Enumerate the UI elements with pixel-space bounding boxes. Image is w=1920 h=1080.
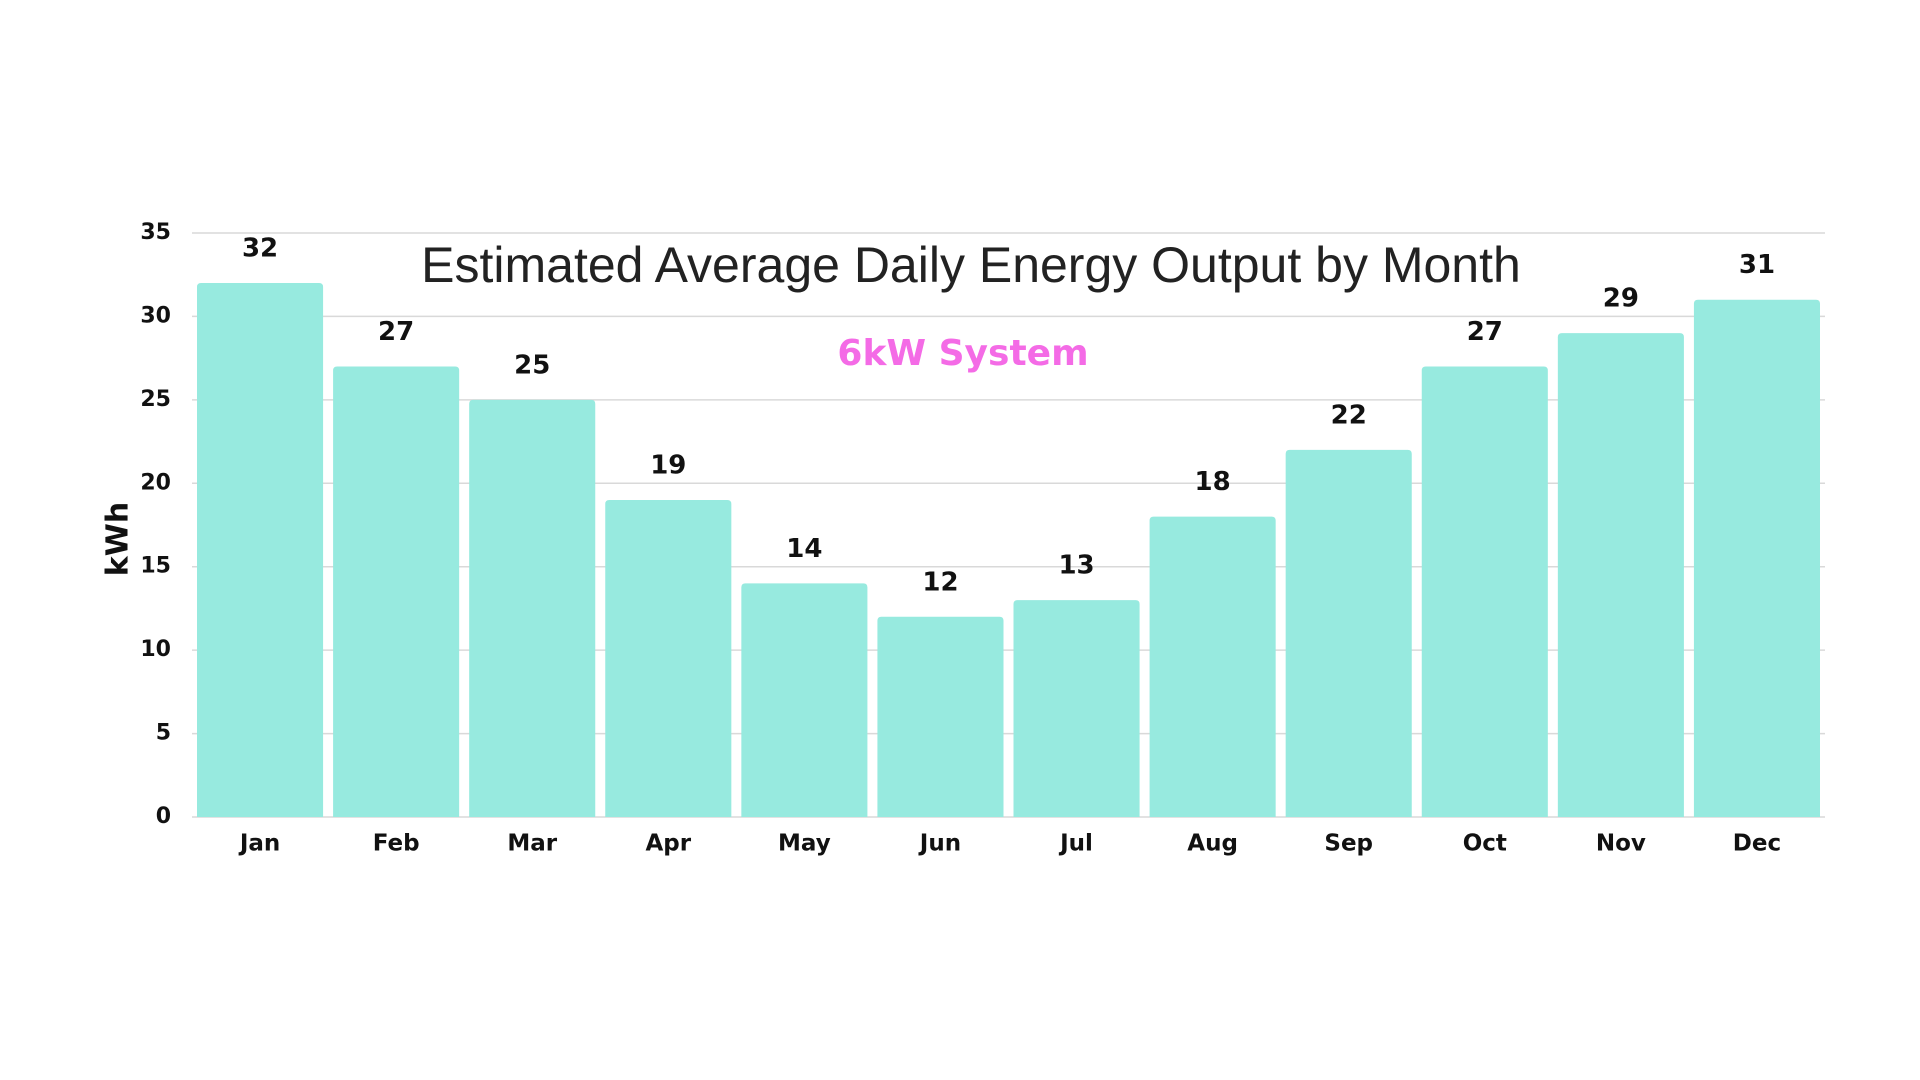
x-tick-label: Aug — [1187, 831, 1238, 857]
bar — [605, 499, 732, 817]
value-label: 32 — [242, 234, 278, 264]
value-label: 25 — [514, 350, 550, 380]
value-label: 13 — [1058, 551, 1094, 581]
bar — [741, 583, 868, 817]
bar — [877, 616, 1004, 817]
bar — [469, 399, 596, 817]
y-tick-label: 35 — [140, 220, 171, 245]
y-tick-label: 30 — [140, 303, 171, 328]
y-tick-label: 15 — [140, 554, 171, 579]
bar — [1693, 299, 1820, 817]
value-label: 18 — [1195, 467, 1231, 497]
bar — [1285, 449, 1412, 817]
y-tick-label: 5 — [156, 721, 171, 746]
y-tick-label: 10 — [140, 637, 171, 662]
value-label: 14 — [786, 534, 822, 564]
value-label: 27 — [378, 317, 414, 347]
value-label: 12 — [922, 567, 958, 597]
bar — [197, 283, 324, 817]
bar — [1013, 600, 1140, 817]
y-tick-label: 20 — [140, 470, 171, 495]
value-label: 29 — [1603, 284, 1639, 314]
x-tick-label: Sep — [1324, 831, 1373, 857]
x-tick-label: Feb — [373, 831, 420, 857]
x-tick-label: Dec — [1733, 831, 1781, 857]
chart-subtitle: 6kW System — [837, 333, 1088, 374]
x-tick-label: Jun — [918, 831, 961, 857]
bar — [1557, 333, 1684, 817]
x-tick-label: Jan — [238, 831, 280, 857]
x-tick-label: Apr — [645, 831, 691, 857]
x-tick-label: Nov — [1596, 831, 1646, 857]
y-axis-label: kWh — [101, 502, 136, 576]
x-tick-label: Oct — [1463, 831, 1507, 857]
bar — [1149, 516, 1276, 817]
x-tick-label: May — [778, 831, 831, 857]
value-label: 22 — [1331, 400, 1367, 430]
x-tick-label: Mar — [507, 831, 557, 857]
chart-title: Estimated Average Daily Energy Output by… — [421, 237, 1521, 293]
value-label: 31 — [1739, 250, 1775, 280]
y-tick-label: 25 — [140, 387, 171, 412]
x-tick-label: Jul — [1058, 831, 1093, 857]
value-label: 27 — [1467, 317, 1503, 347]
value-label: 19 — [650, 450, 686, 480]
bar — [333, 366, 460, 817]
y-tick-label: 0 — [156, 804, 171, 829]
bar — [1421, 366, 1548, 817]
